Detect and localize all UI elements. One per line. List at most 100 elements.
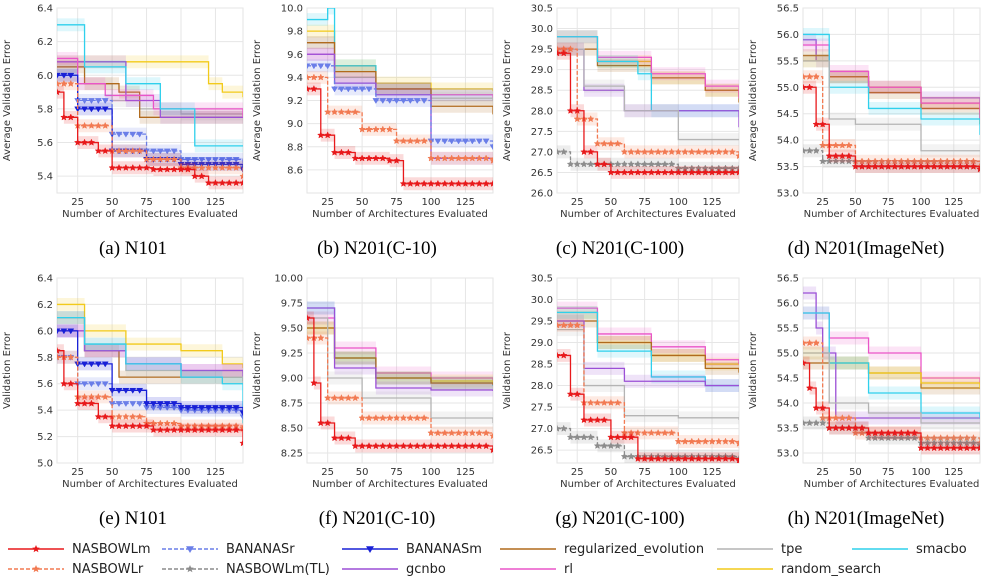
series-marker xyxy=(392,414,401,422)
x-tick-label: 50 xyxy=(356,197,369,208)
series-marker xyxy=(674,147,683,156)
series-marker xyxy=(136,401,144,408)
y-axis-label: Average Validation Error xyxy=(748,39,759,161)
series-marker xyxy=(434,442,442,450)
series-marker xyxy=(239,167,243,173)
series-marker xyxy=(307,63,311,70)
series-marker xyxy=(57,328,61,335)
legend-label: regularized_evolution xyxy=(564,541,705,557)
series-marker xyxy=(218,426,227,434)
series-marker xyxy=(372,98,380,104)
series-band xyxy=(803,33,980,126)
x-tick-label: 125 xyxy=(944,467,963,478)
y-tick-label: 27.5 xyxy=(531,403,553,414)
series-marker xyxy=(232,426,240,434)
series-marker xyxy=(890,434,899,442)
series-marker xyxy=(607,139,615,147)
series-marker xyxy=(607,433,615,441)
series-marker xyxy=(420,414,428,422)
series-group xyxy=(57,18,243,190)
x-tick-label: 100 xyxy=(911,197,930,208)
series-line xyxy=(803,292,980,419)
series-marker xyxy=(211,426,220,434)
series-marker xyxy=(714,437,723,445)
series-marker xyxy=(557,45,561,53)
series-marker xyxy=(94,361,102,368)
series-marker xyxy=(557,351,561,359)
series-marker xyxy=(135,147,144,155)
series-marker xyxy=(831,424,840,432)
y-tick-label: 54.5 xyxy=(777,109,799,120)
legend-item-nasbowlm-tl: NASBOWLm(TL) xyxy=(160,560,330,578)
series-marker xyxy=(812,419,820,427)
series-marker xyxy=(204,426,213,434)
series-marker xyxy=(600,398,608,406)
series-marker xyxy=(170,148,178,155)
series-marker xyxy=(81,361,88,368)
series-marker xyxy=(57,79,61,87)
y-axis-label: Average Validation Error xyxy=(2,39,13,161)
series-marker xyxy=(640,428,649,437)
series-marker xyxy=(143,401,150,408)
series-marker xyxy=(122,387,130,394)
series-marker xyxy=(468,429,477,437)
series-marker xyxy=(80,399,89,407)
series-marker xyxy=(803,359,807,367)
series-marker xyxy=(661,454,669,462)
series-marker xyxy=(170,165,178,173)
series-marker xyxy=(805,72,814,80)
series-marker xyxy=(60,328,68,335)
series-marker xyxy=(694,168,703,176)
series-marker xyxy=(386,98,394,104)
series-marker xyxy=(101,147,110,155)
y-tick-label: 30.0 xyxy=(531,295,553,306)
series-marker xyxy=(454,179,463,187)
series-marker xyxy=(845,157,853,165)
series-marker xyxy=(399,137,408,145)
series-marker xyxy=(845,152,853,160)
series-band xyxy=(557,301,739,371)
series-band xyxy=(57,350,243,424)
series-group xyxy=(557,30,739,179)
series-marker xyxy=(323,131,332,139)
series-marker xyxy=(88,98,95,104)
y-tick-label: 30.0 xyxy=(531,24,553,35)
series-marker xyxy=(667,160,676,168)
series-marker xyxy=(936,162,945,170)
series-marker xyxy=(67,328,75,335)
y-tick-label: 54.5 xyxy=(777,374,799,385)
series-marker xyxy=(613,168,622,176)
series-marker xyxy=(674,454,683,462)
series-marker xyxy=(688,147,696,156)
series-marker xyxy=(94,147,103,155)
series-marker xyxy=(232,157,240,163)
legend-label: gcnbo xyxy=(406,561,446,577)
series-marker xyxy=(413,442,422,450)
series-marker xyxy=(805,384,814,392)
series-marker xyxy=(640,168,649,176)
series-marker xyxy=(831,152,840,160)
series-marker xyxy=(135,412,144,420)
legend-label: tpe xyxy=(781,541,803,557)
series-marker xyxy=(337,394,346,402)
series-marker xyxy=(385,442,394,450)
series-marker xyxy=(956,162,965,170)
series-band xyxy=(307,36,493,121)
series-marker xyxy=(949,162,958,170)
y-tick-label: 56.0 xyxy=(777,299,799,310)
series-marker xyxy=(838,141,847,149)
series-marker xyxy=(559,49,568,57)
series-marker xyxy=(721,437,730,445)
series-marker xyxy=(654,147,662,156)
series-band xyxy=(57,350,243,436)
series-marker xyxy=(212,157,219,163)
series-band xyxy=(803,346,980,430)
series-marker xyxy=(884,162,893,170)
y-tick-label: 8.75 xyxy=(281,399,303,410)
y-axis-label: Average Validation Error xyxy=(502,39,513,161)
series-marker xyxy=(566,106,575,114)
series-marker xyxy=(351,86,359,93)
series-marker xyxy=(60,72,68,79)
series-marker xyxy=(714,454,723,462)
x-tick-label: 25 xyxy=(71,197,84,208)
